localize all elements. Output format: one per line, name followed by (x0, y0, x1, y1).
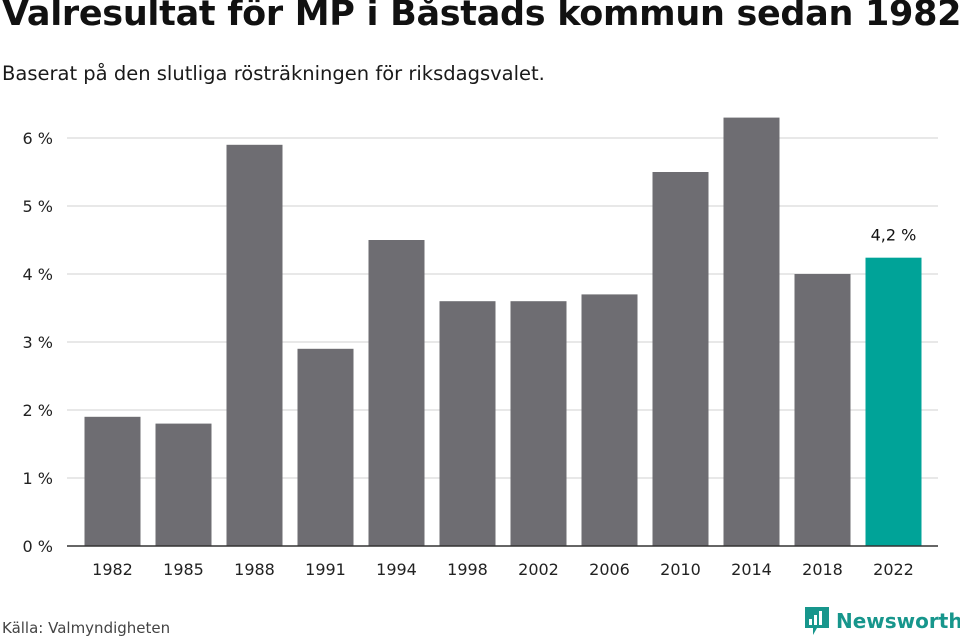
y-tick-label: 0 % (23, 537, 53, 556)
bar-1985 (155, 423, 212, 546)
data-labels: 4,2 % (871, 226, 917, 245)
x-tick-label: 2022 (873, 560, 914, 579)
x-tick-label: 1994 (376, 560, 417, 579)
y-tick-label: 6 % (23, 129, 53, 148)
y-tick-label: 2 % (23, 401, 53, 420)
bar-1982 (84, 416, 141, 546)
bar-1991 (297, 348, 354, 546)
chart-subtitle: Baserat på den slutliga rösträkningen fö… (2, 62, 545, 85)
x-tick-label: 1988 (234, 560, 275, 579)
x-tick-label: 1991 (305, 560, 346, 579)
y-tick-label: 1 % (23, 469, 53, 488)
bar-2002 (510, 301, 567, 546)
y-tick-label: 4 % (23, 265, 53, 284)
bar-2006 (581, 294, 638, 546)
y-axis-ticks: 0 % 1 % 2 % 3 % 4 % 5 % 6 % (23, 129, 53, 556)
bar-2014 (723, 117, 780, 546)
x-tick-label: 1982 (92, 560, 133, 579)
bars (84, 117, 922, 547)
source-note: Källa: Valmyndigheten (2, 619, 171, 637)
brand-name: Newsworthy (836, 609, 960, 633)
x-tick-label: 2006 (589, 560, 630, 579)
y-tick-label: 5 % (23, 197, 53, 216)
x-tick-label: 1998 (447, 560, 488, 579)
highlight-value-label: 4,2 % (871, 226, 917, 245)
bar-1998 (439, 301, 496, 546)
x-tick-label: 2018 (802, 560, 843, 579)
x-tick-label: 2010 (660, 560, 701, 579)
x-axis-ticks: 1982 1985 1988 1991 1994 1998 2002 2006 2010 2014… (92, 560, 914, 579)
x-tick-label: 2002 (518, 560, 559, 579)
bar-1994 (368, 240, 425, 546)
bar-1988 (226, 144, 283, 547)
newsworthy-logo-icon (805, 607, 829, 635)
bar-2022 (865, 257, 922, 546)
gridlines (67, 137, 938, 479)
bar-2010 (652, 172, 709, 546)
bar-2018 (794, 274, 851, 546)
x-tick-label: 2014 (731, 560, 772, 579)
chart-title: Valresultat för MP i Båstads kommun seda… (2, 0, 960, 34)
brand-logo: Newsworthy (804, 606, 960, 636)
x-tick-label: 1985 (163, 560, 204, 579)
y-tick-label: 3 % (23, 333, 53, 352)
